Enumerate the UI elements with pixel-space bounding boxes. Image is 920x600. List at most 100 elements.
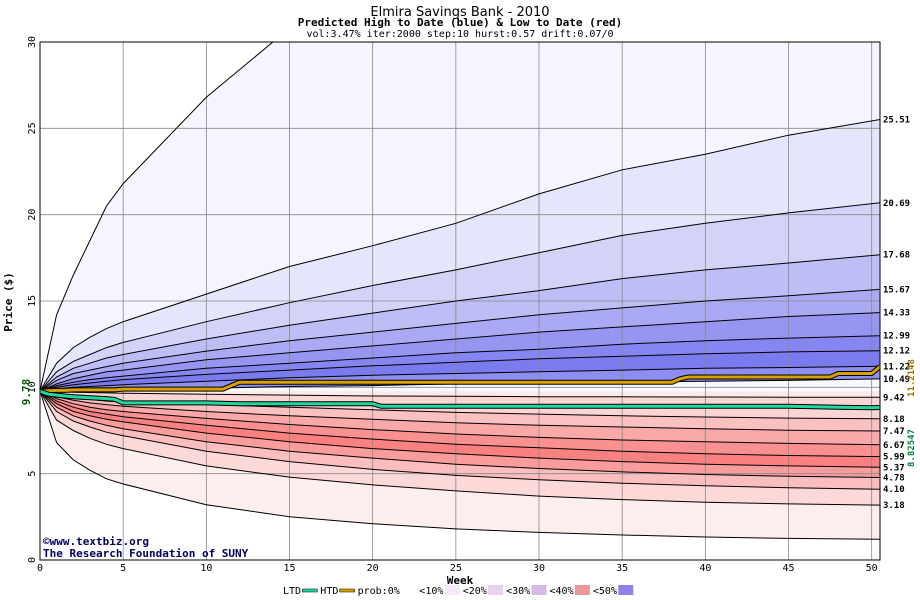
x-tick-label: 40 [699,563,711,574]
quantile-line [40,335,880,392]
y-tick-label: 10 [27,381,38,393]
y-tick-label: 0 [27,557,38,563]
x-axis-label: Week [447,574,474,587]
high-band-6 [40,312,880,392]
legend-label: <50% [593,586,617,597]
legend-label: LTD [283,586,301,597]
quantile-line [40,42,274,392]
y-tick-label: 20 [27,209,38,221]
current-low-label: 8.82547 [907,429,917,467]
quantile-end-label: 5.37 [883,463,905,473]
quantile-line [40,119,880,392]
x-tick-label: 10 [200,563,212,574]
legend-swatch [488,585,504,595]
chart-title: Elmira Savings Bank - 2010 [370,5,549,20]
y-tick-label: 25 [27,122,38,134]
quantile-line [40,390,880,468]
low-band-7 [40,391,880,478]
x-tick-label: 20 [367,563,379,574]
legend-label: <40% [550,586,574,597]
x-tick-label: 30 [533,563,545,574]
x-tick-label: 50 [866,563,878,574]
low-band-9 [40,391,880,506]
low-band-5 [40,391,880,457]
quantile-end-label: 7.47 [883,427,905,437]
legend-swatch [339,588,355,593]
credit: ©www.textbiz.org The Research Foundation… [43,535,249,560]
high-band-5 [40,289,880,392]
x-tick-label: 45 [782,563,794,574]
quantile-end-label: 14.33 [883,309,910,319]
high-band-1 [40,42,880,392]
quantile-end-label: 6.67 [883,441,905,451]
low-band-3 [40,391,880,431]
high-band-3 [40,202,880,392]
legend-swatch [618,585,634,595]
high-band-2 [40,119,880,392]
y-tick-label: 30 [27,36,38,48]
legend-label: HTD [320,586,338,597]
y-tick-label: 5 [27,471,38,477]
low-band-1 [40,391,880,398]
quantile-end-label: 20.69 [883,199,910,209]
start-price-label: 9.78 [20,379,33,406]
quantile-end-label: 15.67 [883,285,910,295]
quantile-lines [40,42,880,540]
quantile-line [40,390,880,458]
high-band-8 [40,350,880,392]
quantile-end-label: 9.42 [883,393,905,403]
y-axis-label: Price ($) [2,272,15,332]
plot-area: 0 5 10 15 20 25 30 35 40 45 50 0 5 10 15 20 25 30 25.51 20.… [27,36,910,574]
quantile-end-label: 4.78 [883,473,905,483]
quantile-line [40,254,880,392]
high-band-9 [40,366,880,392]
legend-swatch [444,585,460,595]
low-band-4 [40,391,880,445]
credit-org: The Research Foundation of SUNY [43,547,249,560]
chart-subtitle: Predicted High to Date (blue) & Low to D… [298,16,623,29]
quantile-line [40,202,880,392]
htd-line [40,365,880,393]
quantile-line [40,390,880,446]
low-band-8 [40,391,880,490]
legend-label: <20% [463,586,487,597]
current-high-label: 11.2148 [907,359,917,397]
quantile-line [40,312,880,392]
quantile-line [40,390,880,490]
x-tick-label: 0 [37,563,43,574]
quantile-line [40,390,880,540]
plot-frame [39,41,881,561]
quantile-end-label: 4.10 [883,485,905,495]
x-tick-label: 5 [120,563,126,574]
quantile-line [40,365,880,392]
y-tick-label: 15 [27,295,38,307]
legend-label: prob:0% [358,586,400,597]
quantile-end-label: 11.22 [883,362,910,372]
quantile-end-label: 5.99 [883,453,905,463]
low-band-10 [40,391,880,540]
credit-site: ©www.textbiz.org [43,535,149,548]
low-band-6 [40,391,880,468]
quantile-line [40,288,880,392]
quantile-end-label: 12.12 [883,347,910,357]
legend-swatch [531,585,547,595]
legend: LTD HTD prob:0% <10% <20% <30% <40% <50% [283,585,634,597]
legend-swatch [302,588,318,593]
legend-label: <10% [419,586,443,597]
quantile-line [40,350,880,392]
quantile-end-label: 8.18 [883,415,905,425]
high-band-7 [40,335,880,392]
legend-label: <30% [506,586,530,597]
quantile-end-label: 17.68 [883,251,910,261]
x-tick-label: 35 [616,563,628,574]
ltd-line [40,389,880,410]
legend-swatch [401,585,417,595]
quantile-line [40,390,880,478]
x-tick-label: 15 [283,563,295,574]
quantile-line [40,390,880,506]
chart-parameters: vol:3.47% iter:2000 step:10 hurst:0.57 d… [306,29,613,40]
quantile-end-label: 3.18 [883,501,905,511]
quantile-line [40,390,880,432]
legend-swatch [574,585,590,595]
